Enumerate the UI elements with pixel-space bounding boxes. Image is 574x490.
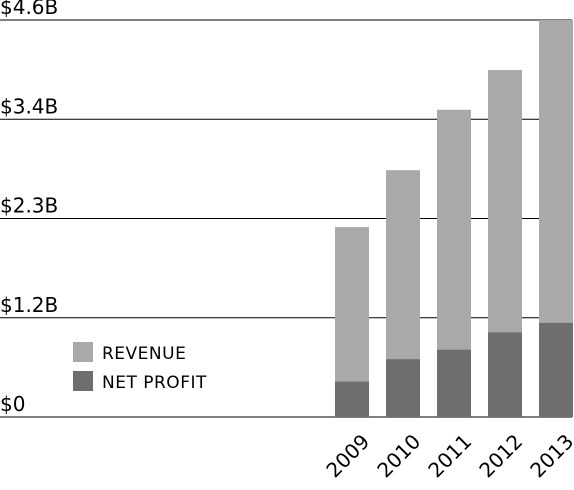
y-tick-label: $3.4B bbox=[0, 94, 58, 118]
legend: REVENUE NET PROFIT bbox=[73, 342, 207, 393]
y-tick-label: $2.3B bbox=[0, 194, 58, 218]
x-tick-label: 2011 bbox=[423, 429, 476, 482]
bar-net-profit bbox=[437, 349, 471, 417]
y-tick-label: $0 bbox=[0, 392, 25, 416]
x-tick-label: 2013 bbox=[525, 429, 574, 482]
legend-swatch-net-profit bbox=[73, 371, 93, 391]
bar-net-profit bbox=[386, 359, 420, 417]
bar-net-profit bbox=[335, 381, 369, 417]
bar-net-profit bbox=[539, 322, 573, 417]
bars bbox=[335, 20, 573, 417]
legend-label-revenue: REVENUE bbox=[102, 344, 186, 364]
x-tick-label: 2010 bbox=[372, 429, 425, 482]
gridlines bbox=[0, 19, 572, 418]
y-tick-label: $1.2B bbox=[0, 293, 58, 317]
x-tick-label: 2009 bbox=[321, 429, 374, 482]
y-axis-ticks: $0 $1.2B $2.3B $3.4B $4.6B bbox=[0, 0, 58, 416]
legend-label-net-profit: NET PROFIT bbox=[102, 373, 207, 393]
bar-net-profit bbox=[488, 332, 522, 417]
y-tick-label: $4.6B bbox=[0, 0, 58, 19]
legend-swatch-revenue bbox=[73, 342, 93, 362]
x-tick-label: 2012 bbox=[474, 429, 527, 482]
